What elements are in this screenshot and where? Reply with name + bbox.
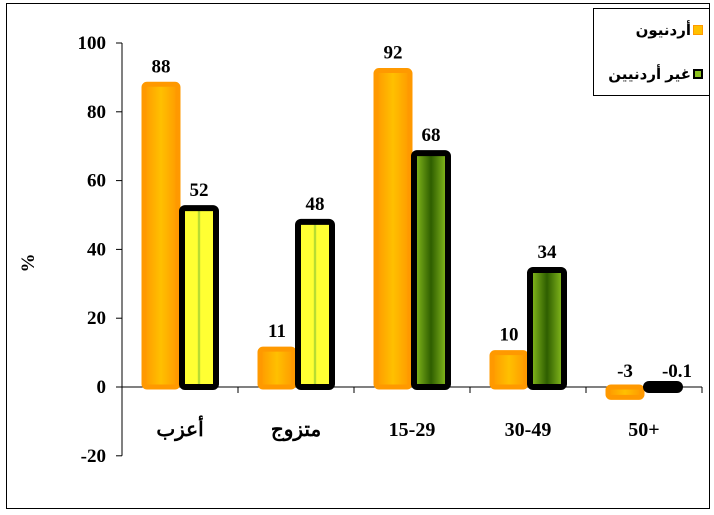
chart-frame [6,3,710,509]
x-tick-label: متزوج [271,419,321,442]
bar-jordanians [257,346,297,390]
bar-jordanians [605,384,645,400]
legend-entry-non-jordanians: غير أردنيين [608,65,703,83]
data-label-jordanians: 11 [268,321,286,342]
y-tick-label: 20 [87,308,106,329]
data-label-non-jordanians: 48 [306,194,325,215]
y-tick-label: 40 [87,239,106,260]
legend-label-non-jordanians: غير أردنيين [608,66,691,83]
bar-non-jordanians [411,150,451,390]
y-tick-label: -20 [81,446,106,467]
legend-label-jordanians: أردنيون [635,22,691,39]
data-label-non-jordanians: -0.1 [662,361,692,382]
bar-jordanians [373,68,413,390]
legend-swatch-non-jordanians [693,69,703,79]
legend-swatch-jordanians [693,25,703,35]
bar-non-jordanians [643,381,683,393]
bar-non-jordanians [527,267,567,391]
x-tick-label: أعزب [156,415,203,442]
data-label-non-jordanians: 52 [190,180,209,201]
x-tick-label: 15-29 [389,419,436,441]
x-tick-label: 30-49 [505,419,552,441]
legend: أردنيون غير أردنيين [593,8,710,96]
data-label-jordanians: -3 [617,361,633,382]
bar-non-jordanians [179,205,219,390]
data-label-jordanians: 10 [500,325,519,346]
y-tick-label: 80 [87,102,106,123]
bar-jordanians [489,350,529,390]
data-label-non-jordanians: 34 [538,242,558,263]
data-label-jordanians: 92 [384,43,403,64]
legend-entry-jordanians: أردنيون [636,21,703,39]
y-tick-label: 0 [97,377,107,398]
data-label-jordanians: 88 [152,56,171,77]
x-tick-label: 50+ [628,419,659,441]
bar-jordanians [141,81,181,390]
y-axis-label: % [18,254,39,273]
bar-non-jordanians [295,218,335,390]
y-tick-label: 60 [87,171,106,192]
y-tick-label: 100 [78,33,107,54]
data-label-non-jordanians: 68 [422,125,441,146]
